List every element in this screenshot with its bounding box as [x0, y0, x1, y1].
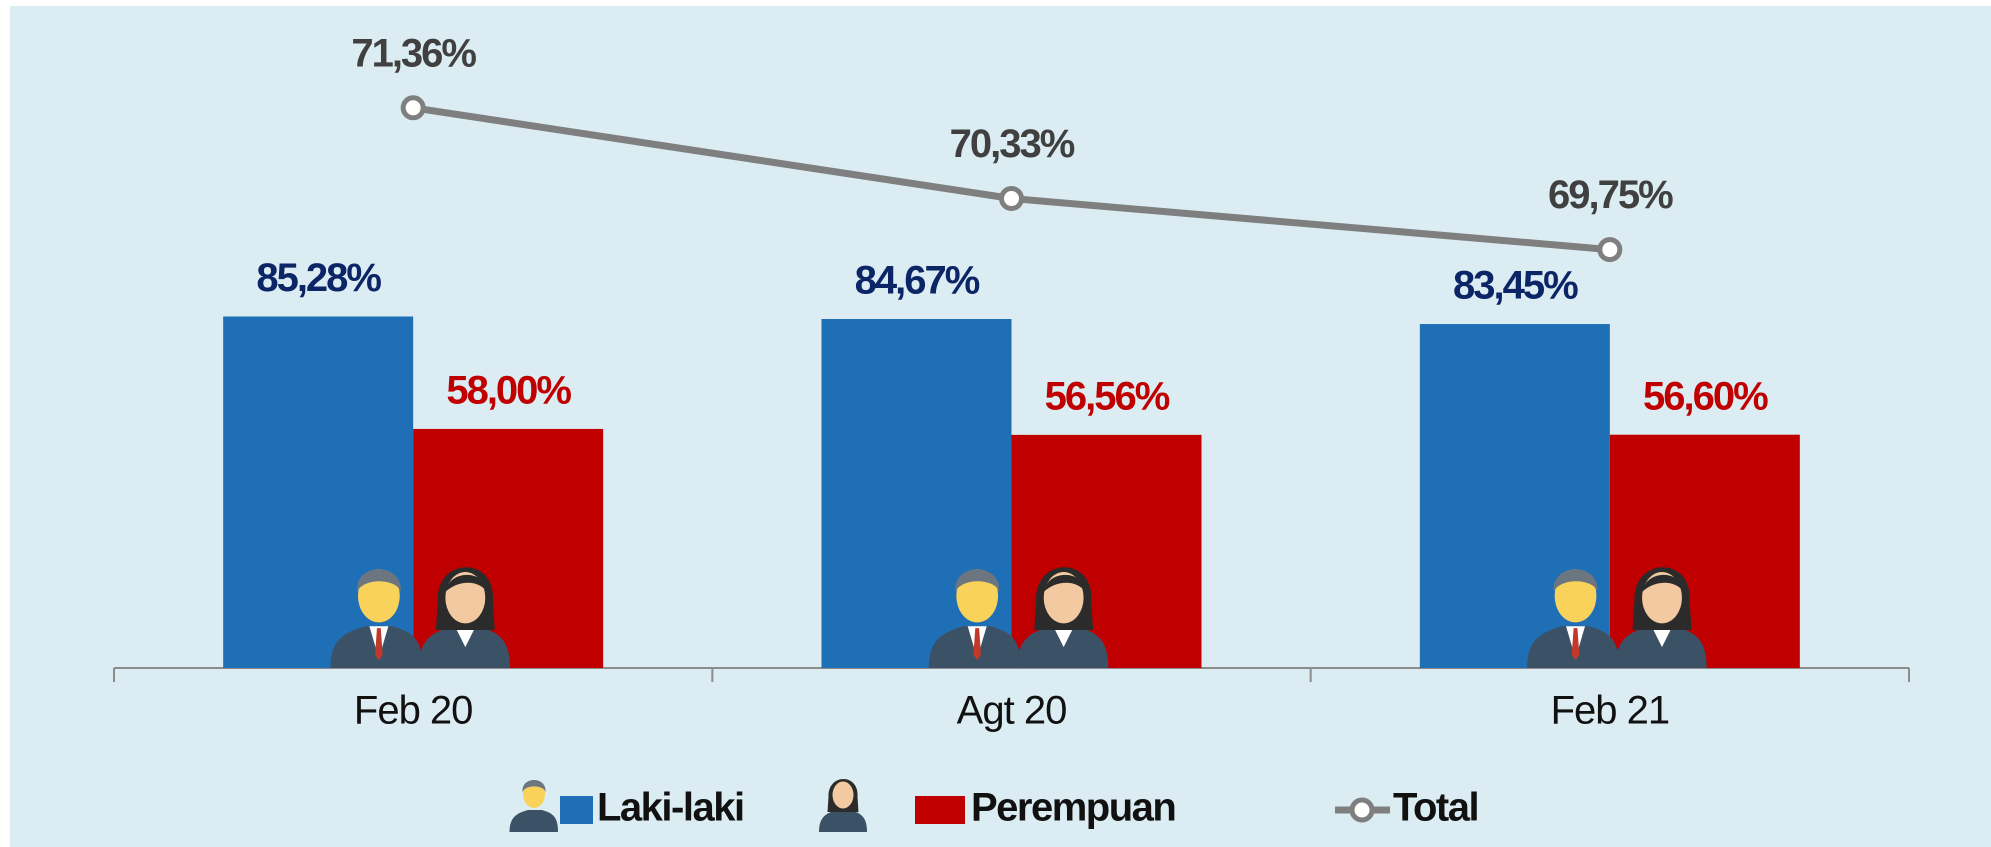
legend-label: Total [1393, 786, 1478, 830]
line-point [1600, 240, 1620, 260]
legend-swatch [560, 796, 593, 824]
value-label: 58,00% [446, 368, 571, 412]
value-label: 70,33% [950, 122, 1075, 166]
x-tick-label: Feb 21 [1551, 689, 1670, 733]
legend-label: Perempuan [971, 786, 1175, 830]
value-label: 56,60% [1643, 374, 1768, 418]
legend-swatch [915, 796, 965, 824]
value-label: 83,45% [1453, 264, 1578, 308]
value-label: 84,67% [855, 259, 980, 303]
x-tick-label: Feb 20 [354, 689, 473, 733]
value-label: 71,36% [351, 31, 476, 75]
value-label: 56,56% [1045, 374, 1170, 418]
chart: 85,28% 84,67% 83,45% 58,00% 56,56% 56,60% Feb … [0, 0, 1991, 847]
value-label: 69,75% [1548, 173, 1673, 217]
x-tick-label: Agt 20 [957, 689, 1067, 733]
value-label: 85,28% [256, 256, 381, 300]
legend-label: Laki-laki [597, 786, 744, 830]
line-point [403, 98, 423, 118]
line-point [1002, 189, 1022, 209]
legend-marker [1352, 800, 1372, 820]
icon-head [833, 782, 854, 809]
